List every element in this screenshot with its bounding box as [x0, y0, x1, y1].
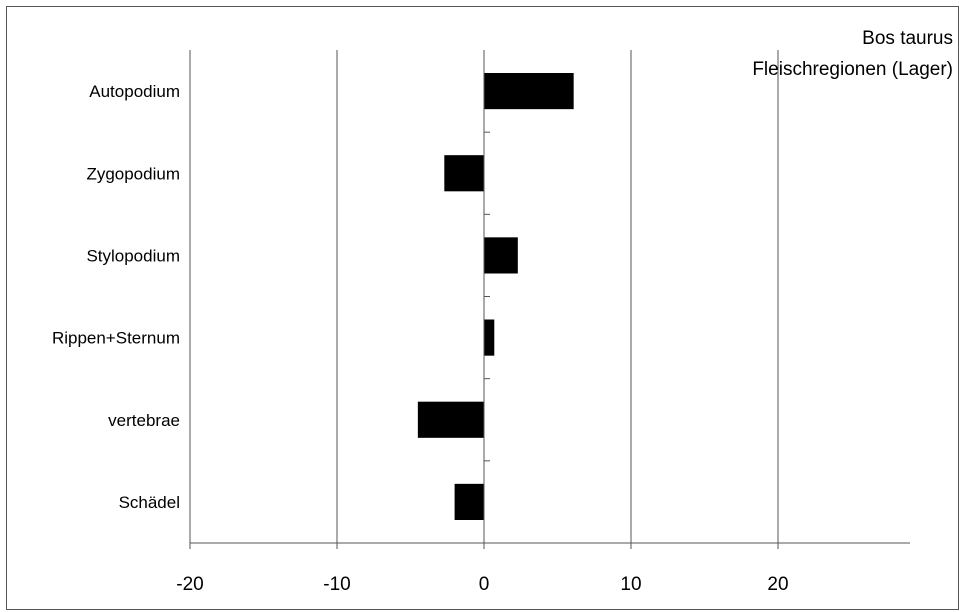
grid-layer [189, 50, 779, 543]
text-layer: -20 -10 0 10 20 Autopodium Zygopodium Stylopodi… [52, 28, 953, 595]
bar-stylopodium [484, 237, 518, 274]
x-tick-label: 0 [479, 574, 490, 595]
x-tick-label: -20 [176, 574, 203, 595]
axis-layer [189, 50, 910, 549]
bar-zygopodium [444, 155, 484, 192]
bar-layer [417, 73, 574, 520]
bar-vertebrae [417, 401, 484, 438]
category-label: Rippen+Sternum [52, 329, 180, 348]
x-tick-label: 10 [620, 574, 641, 595]
x-tick-label: 20 [767, 574, 788, 595]
chart-subtitle: Fleischregionen (Lager) [752, 59, 953, 80]
bar-autopodium [484, 73, 574, 110]
chart-frame [6, 6, 959, 610]
category-label: vertebrae [108, 411, 180, 430]
chart-title: Bos taurus [862, 28, 953, 49]
bar-sch-del [454, 483, 484, 520]
category-label: Stylopodium [86, 246, 180, 265]
category-label: Autopodium [89, 82, 180, 101]
x-tick-label: -10 [323, 574, 350, 595]
category-label: Zygopodium [86, 164, 180, 183]
category-label: Schädel [119, 493, 180, 512]
bar-rippen-sternum [484, 319, 495, 356]
